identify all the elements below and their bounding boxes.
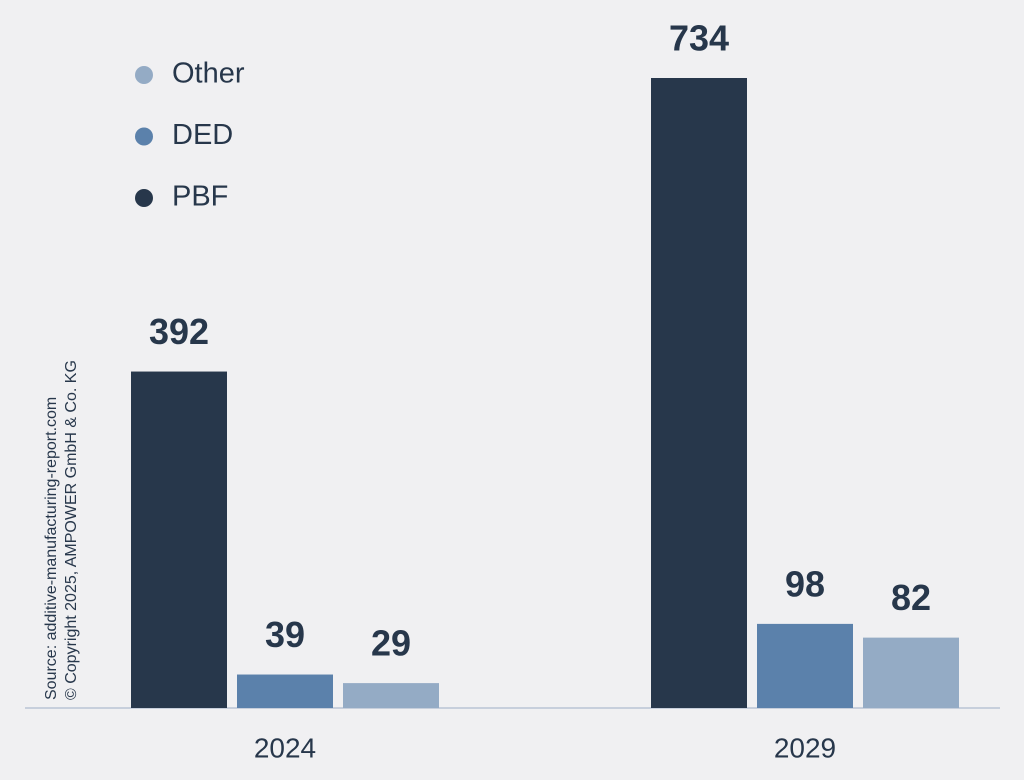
data-label: 39 xyxy=(265,614,305,655)
bar xyxy=(757,623,853,708)
bar xyxy=(343,683,439,708)
source-note: Source: additive-manufacturing-report.co… xyxy=(43,397,60,700)
x-tick-label: 2029 xyxy=(774,732,836,763)
bar xyxy=(131,371,227,708)
bar xyxy=(651,78,747,708)
legend-marker xyxy=(135,189,153,207)
x-tick-label: 2024 xyxy=(254,732,316,763)
legend-label: PBF xyxy=(172,181,228,213)
bar xyxy=(237,674,333,708)
data-label: 392 xyxy=(149,311,209,352)
legend-label: DED xyxy=(172,119,233,151)
data-label: 82 xyxy=(891,577,931,618)
source-note: © Copyright 2025, AMPOWER GmbH & Co. KG xyxy=(63,360,80,700)
data-label: 734 xyxy=(669,18,729,59)
bar xyxy=(863,637,959,708)
legend-marker xyxy=(135,66,153,84)
legend-marker xyxy=(135,127,153,146)
legend-label: Other xyxy=(172,58,245,90)
data-label: 98 xyxy=(785,563,825,604)
data-label: 29 xyxy=(371,623,411,664)
